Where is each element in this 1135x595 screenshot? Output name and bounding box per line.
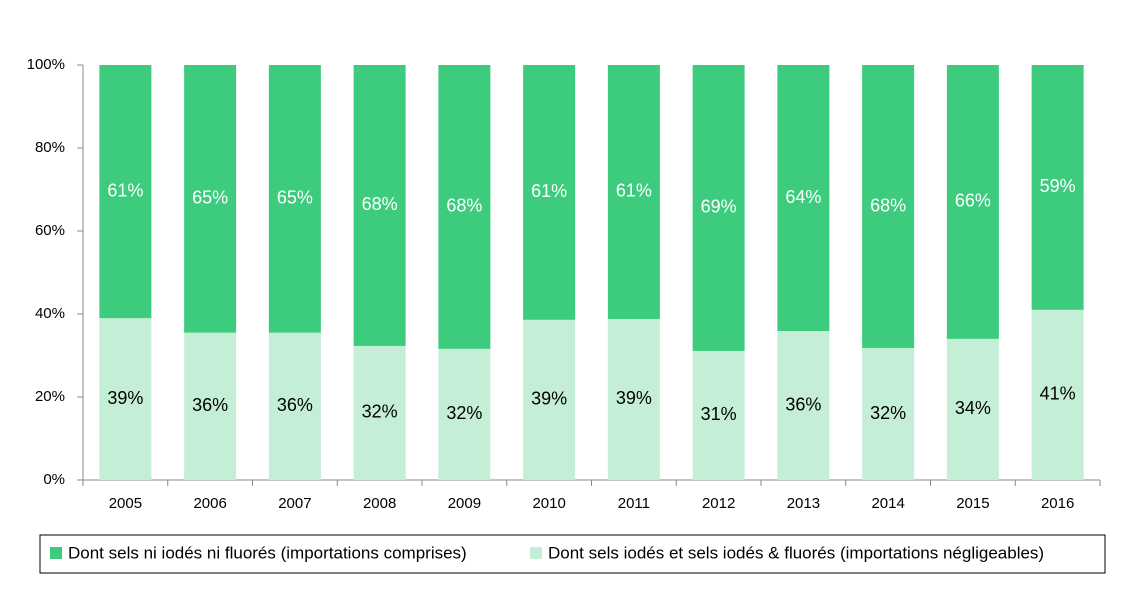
value-label: 39% — [616, 388, 652, 408]
bar-segment — [184, 332, 237, 480]
bar-segment — [268, 332, 321, 480]
legend-label: Dont sels iodés et sels iodés & fluorés … — [548, 543, 1044, 562]
x-tick-label: 2008 — [363, 495, 396, 512]
value-label: 68% — [362, 194, 398, 214]
bar-segment — [862, 348, 915, 480]
legend-marker — [50, 547, 62, 559]
bar-segment — [268, 65, 321, 333]
y-tick-label: 40% — [35, 305, 65, 322]
bar-segment — [946, 338, 999, 480]
bar-segment — [692, 350, 745, 480]
value-label: 61% — [531, 181, 567, 201]
value-label: 32% — [362, 402, 398, 422]
value-label: 36% — [192, 395, 228, 415]
value-label: 68% — [446, 196, 482, 216]
bar-segment — [353, 65, 406, 346]
bar-segment — [777, 331, 830, 480]
x-tick-label: 2007 — [278, 495, 311, 512]
x-tick-label: 2010 — [532, 495, 565, 512]
value-label: 69% — [701, 197, 737, 217]
bar-segment — [184, 65, 237, 333]
value-label: 36% — [277, 395, 313, 415]
x-tick-label: 2005 — [109, 495, 142, 512]
y-tick-label: 20% — [35, 388, 65, 405]
x-tick-label: 2013 — [787, 495, 820, 512]
bar-segment — [777, 65, 830, 332]
x-tick-label: 2006 — [193, 495, 226, 512]
legend-box — [39, 534, 1106, 574]
value-label: 32% — [870, 403, 906, 423]
y-tick-label: 0% — [43, 471, 65, 488]
y-tick-label: 100% — [27, 56, 65, 73]
legend-label: Dont sels ni iodés ni fluorés (importati… — [68, 543, 467, 562]
value-label: 61% — [107, 180, 143, 200]
x-tick-label: 2015 — [956, 495, 989, 512]
value-label: 61% — [616, 181, 652, 201]
bar-segment — [99, 318, 152, 480]
bar-segment — [99, 65, 152, 319]
x-tick-label: 2014 — [871, 495, 904, 512]
y-tick-label: 80% — [35, 139, 65, 156]
bar-segment — [438, 348, 491, 480]
value-label: 39% — [531, 389, 567, 409]
bar-segment — [1031, 309, 1084, 480]
x-tick-label: 2016 — [1041, 495, 1074, 512]
value-label: 66% — [955, 191, 991, 211]
x-tick-label: 2011 — [618, 495, 650, 512]
x-tick-label: 2012 — [702, 495, 735, 512]
legend-marker — [530, 547, 542, 559]
value-label: 31% — [701, 404, 737, 424]
bar-segment — [607, 65, 660, 319]
value-label: 34% — [955, 398, 991, 418]
bar-segment — [438, 65, 491, 349]
bar-segment — [523, 319, 576, 480]
value-label: 65% — [277, 188, 313, 208]
x-tick-label: 2009 — [448, 495, 481, 512]
bar-segment — [1031, 65, 1084, 310]
bar-segment — [353, 345, 406, 480]
value-label: 64% — [785, 187, 821, 207]
bar-segment — [946, 65, 999, 339]
value-label: 32% — [446, 403, 482, 423]
y-tick-label: 60% — [35, 222, 65, 239]
value-label: 65% — [192, 188, 228, 208]
value-label: 68% — [870, 195, 906, 215]
value-label: 41% — [1040, 384, 1076, 404]
bar-segment — [607, 318, 660, 480]
bar-segment — [862, 65, 915, 349]
value-label: 59% — [1040, 176, 1076, 196]
value-label: 39% — [107, 388, 143, 408]
bar-segment — [523, 65, 576, 320]
value-label: 36% — [785, 394, 821, 414]
bar-segment — [692, 65, 745, 351]
